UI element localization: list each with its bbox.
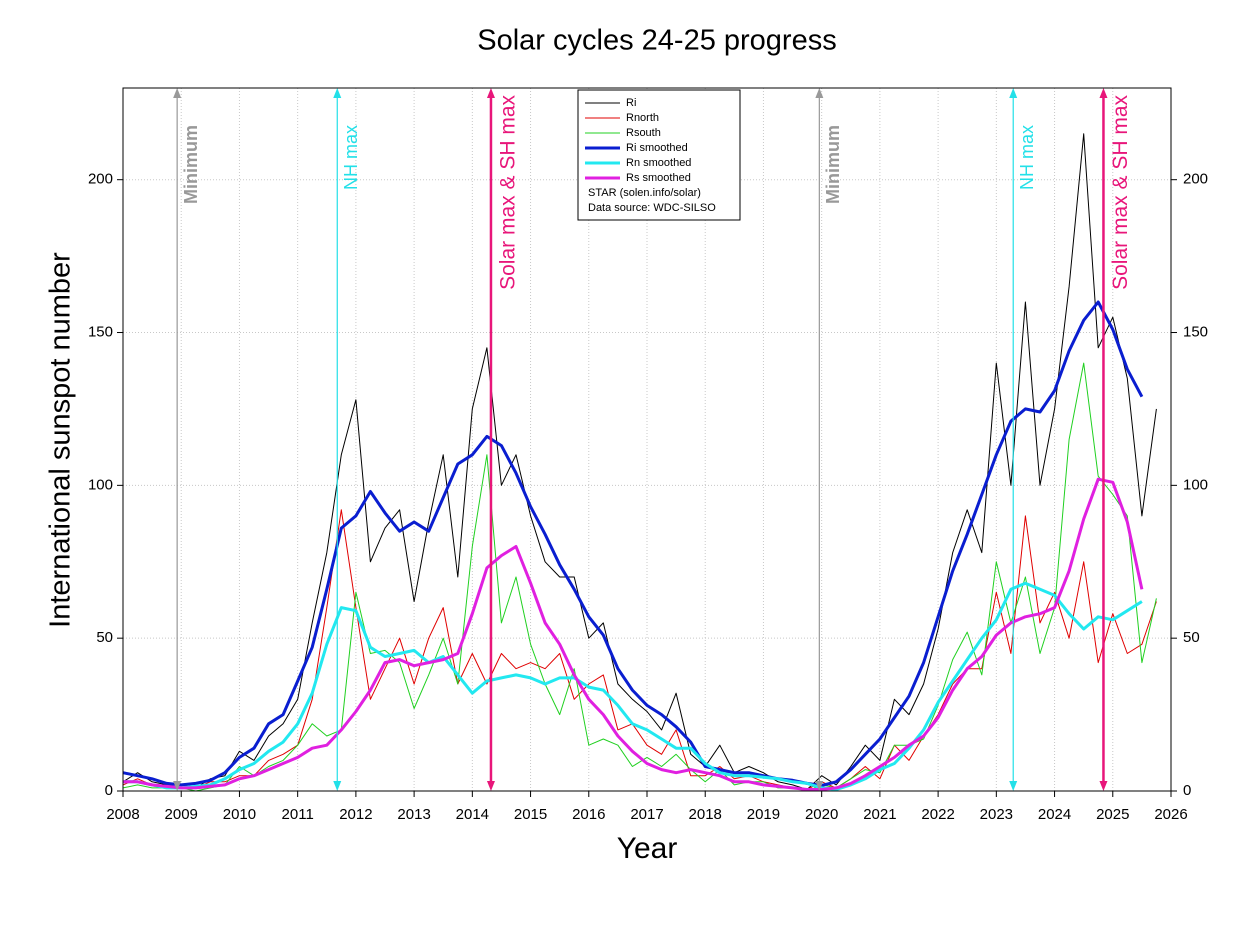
- x-tick-label: 2009: [165, 806, 198, 823]
- marker-arrow: [486, 88, 495, 98]
- marker-arrow: [333, 88, 342, 98]
- marker-label: NH max: [1017, 125, 1037, 190]
- marker-label: Solar max & SH max: [497, 95, 520, 290]
- marker-arrow: [173, 781, 182, 791]
- x-tick-label: 2016: [572, 806, 605, 823]
- legend-label: Ri smoothed: [626, 142, 688, 154]
- x-tick-label: 2012: [339, 806, 372, 823]
- x-tick-label: 2017: [630, 806, 663, 823]
- x-axis-label: Year: [617, 832, 678, 865]
- series-line: [122, 133, 1157, 790]
- marker-label: Minimum: [181, 125, 201, 204]
- x-tick-label: 2014: [456, 806, 489, 823]
- x-tick-label: 2015: [514, 806, 547, 823]
- legend-label: Rs smoothed: [626, 172, 691, 184]
- marker-arrow: [1009, 781, 1018, 791]
- marker-arrow: [815, 88, 824, 98]
- x-tick-label: 2019: [747, 806, 780, 823]
- legend-label: Rnorth: [626, 112, 659, 124]
- y2-tick-label: 200: [1183, 171, 1208, 188]
- marker-arrow: [173, 88, 182, 98]
- marker-arrow: [1009, 88, 1018, 98]
- plot: [122, 133, 1157, 792]
- legend-label: Rsouth: [626, 127, 661, 139]
- y2-tick-label: 100: [1183, 476, 1208, 493]
- marker-label: NH max: [341, 125, 361, 190]
- marker-arrow: [486, 781, 495, 791]
- series-line: [123, 477, 1144, 791]
- y-axis-label: International sunspot number: [45, 252, 77, 628]
- y-tick-label: 100: [88, 476, 113, 493]
- x-tick-label: 2013: [397, 806, 430, 823]
- x-tick-label: 2023: [980, 806, 1013, 823]
- chart-title: Solar cycles 24-25 progress: [477, 25, 836, 57]
- x-tick-label: 2021: [863, 806, 896, 823]
- markers: Minimum NH max Solar max & SH max Minimum NH…: [173, 88, 1132, 791]
- x-tick-label: 2020: [805, 806, 838, 823]
- legend-box: [577, 89, 741, 221]
- y-tick-label: 0: [105, 782, 113, 799]
- x-tick-label: 2024: [1038, 806, 1071, 823]
- y-tick-label: 50: [96, 629, 113, 646]
- y2-tick-label: 50: [1183, 629, 1200, 646]
- series-line: [123, 581, 1143, 791]
- y-tick-label: 200: [88, 171, 113, 188]
- legend-label: Ri: [626, 97, 636, 109]
- x-tick-label: 2025: [1096, 806, 1129, 823]
- x-tick-label: 2011: [282, 806, 314, 823]
- x-tick-label: 2008: [106, 806, 139, 823]
- x-tick-label: 2026: [1154, 806, 1187, 823]
- marker-arrow: [1099, 88, 1108, 98]
- annotation: STAR (solen.info/solar): [588, 187, 701, 199]
- annotation: Data source: WDC-SILSO: [588, 202, 716, 214]
- legend: Ri Rnorth Rsouth Ri smoothed Rn smoothed Rs s…: [577, 89, 741, 221]
- axes: 2008 2009 2010 2011 2012 2013 2014 2015 2016 2017…: [88, 171, 1208, 823]
- x-tick-label: 2018: [689, 806, 722, 823]
- y2-tick-label: 0: [1183, 782, 1191, 799]
- marker-arrow: [815, 781, 824, 791]
- y2-tick-label: 150: [1183, 323, 1208, 340]
- series-line: [122, 300, 1144, 787]
- y-tick-label: 150: [88, 323, 113, 340]
- marker-arrow: [333, 781, 342, 791]
- x-tick-label: 2010: [223, 806, 256, 823]
- marker-arrow: [1099, 781, 1108, 791]
- series-line: [122, 362, 1157, 792]
- marker-label: Solar max & SH max: [1109, 95, 1132, 290]
- legend-label: Rn smoothed: [626, 157, 691, 169]
- marker-label: Minimum: [823, 125, 843, 204]
- x-tick-label: 2022: [921, 806, 954, 823]
